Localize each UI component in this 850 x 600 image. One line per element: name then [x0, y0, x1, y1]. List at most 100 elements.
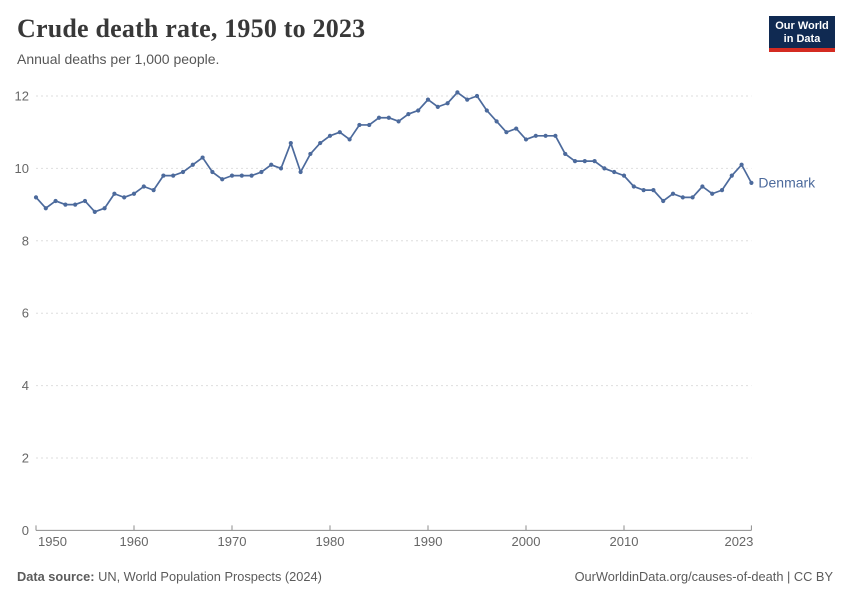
data-point	[190, 162, 195, 167]
y-tick-label: 6	[22, 306, 29, 321]
data-point	[523, 137, 529, 142]
data-point	[347, 137, 352, 142]
y-tick-label: 0	[22, 523, 29, 538]
data-point	[249, 173, 254, 178]
data-point	[53, 198, 58, 204]
data-point	[112, 191, 117, 196]
data-point	[435, 104, 440, 109]
x-tick-label: 2000	[512, 534, 541, 549]
data-point	[180, 169, 186, 175]
data-point	[690, 195, 695, 200]
data-point	[680, 195, 685, 200]
data-point	[729, 173, 734, 178]
data-point	[514, 126, 519, 131]
data-point	[269, 162, 274, 167]
data-point	[602, 166, 607, 171]
data-point	[621, 173, 627, 178]
data-point	[474, 93, 480, 99]
data-point	[367, 122, 372, 128]
data-point	[376, 115, 382, 120]
data-point	[33, 195, 39, 200]
y-tick-label: 12	[15, 89, 29, 104]
x-tick-label: 2023	[724, 534, 753, 549]
data-point	[337, 130, 342, 135]
data-point	[425, 97, 431, 102]
data-point	[63, 202, 68, 207]
data-point	[533, 133, 538, 138]
data-point	[220, 177, 225, 182]
data-point	[504, 130, 509, 135]
data-point	[327, 133, 333, 138]
data-point	[73, 202, 78, 207]
data-point	[543, 133, 548, 138]
license-link[interactable]: OurWorldinData.org/causes-of-death | CC …	[574, 569, 833, 584]
data-point	[406, 112, 411, 117]
data-source-text: UN, World Population Prospects (2024)	[94, 569, 322, 584]
x-tick-label: 1960	[120, 534, 149, 549]
y-tick-label: 4	[22, 378, 29, 393]
data-point	[651, 188, 656, 193]
data-point	[318, 140, 323, 146]
data-point	[131, 191, 137, 196]
owid-logo-line1: Our World	[775, 20, 829, 32]
data-point	[308, 151, 313, 157]
data-point	[700, 184, 705, 189]
data-point	[553, 133, 558, 138]
data-point	[141, 184, 146, 189]
data-point	[494, 119, 499, 124]
data-point	[288, 140, 293, 146]
x-tick-label: 2010	[610, 534, 639, 549]
x-tick-label: 1950	[38, 534, 67, 549]
data-point	[278, 166, 284, 171]
x-tick-label: 1970	[218, 534, 247, 549]
data-point	[416, 108, 421, 113]
data-point	[739, 162, 744, 167]
data-point	[710, 191, 715, 196]
data-point	[386, 115, 391, 120]
data-point	[171, 173, 176, 178]
data-point	[102, 206, 107, 211]
data-point	[122, 195, 127, 200]
data-point	[210, 169, 215, 175]
chart-footer: Data source: UN, World Population Prospe…	[17, 569, 833, 584]
data-point	[298, 169, 303, 175]
data-point	[484, 108, 489, 113]
data-point	[749, 180, 754, 185]
entity-label[interactable]: Denmark	[758, 174, 816, 190]
data-point	[612, 169, 617, 175]
data-point	[670, 191, 676, 196]
data-point	[259, 169, 264, 175]
data-point	[719, 188, 725, 193]
data-point	[200, 155, 205, 160]
data-point	[161, 173, 166, 178]
data-point	[661, 198, 666, 204]
owid-logo: Our World in Data	[769, 16, 835, 52]
data-point	[465, 97, 470, 102]
chart-subtitle: Annual deaths per 1,000 people.	[17, 51, 220, 67]
data-point	[82, 198, 88, 204]
data-point	[43, 206, 48, 211]
data-point	[572, 159, 578, 164]
data-point	[563, 151, 568, 157]
data-point	[92, 209, 97, 214]
y-tick-label: 8	[22, 233, 29, 248]
data-point	[151, 188, 156, 193]
data-source-label: Data source:	[17, 569, 95, 584]
x-tick-label: 1990	[414, 534, 443, 549]
data-point	[229, 173, 235, 178]
data-source-note: Data source: UN, World Population Prospe…	[17, 569, 322, 584]
x-tick-label: 1980	[316, 534, 345, 549]
data-point	[396, 119, 401, 124]
chart-title: Crude death rate, 1950 to 2023	[17, 14, 366, 43]
data-point	[455, 90, 460, 95]
series-line	[35, 91, 753, 213]
y-tick-label: 2	[22, 451, 29, 466]
data-point	[357, 122, 362, 128]
owid-logo-line2: in Data	[783, 32, 821, 45]
data-point	[641, 188, 646, 193]
data-point	[631, 184, 636, 189]
data-point	[582, 159, 587, 164]
data-point	[592, 159, 597, 164]
